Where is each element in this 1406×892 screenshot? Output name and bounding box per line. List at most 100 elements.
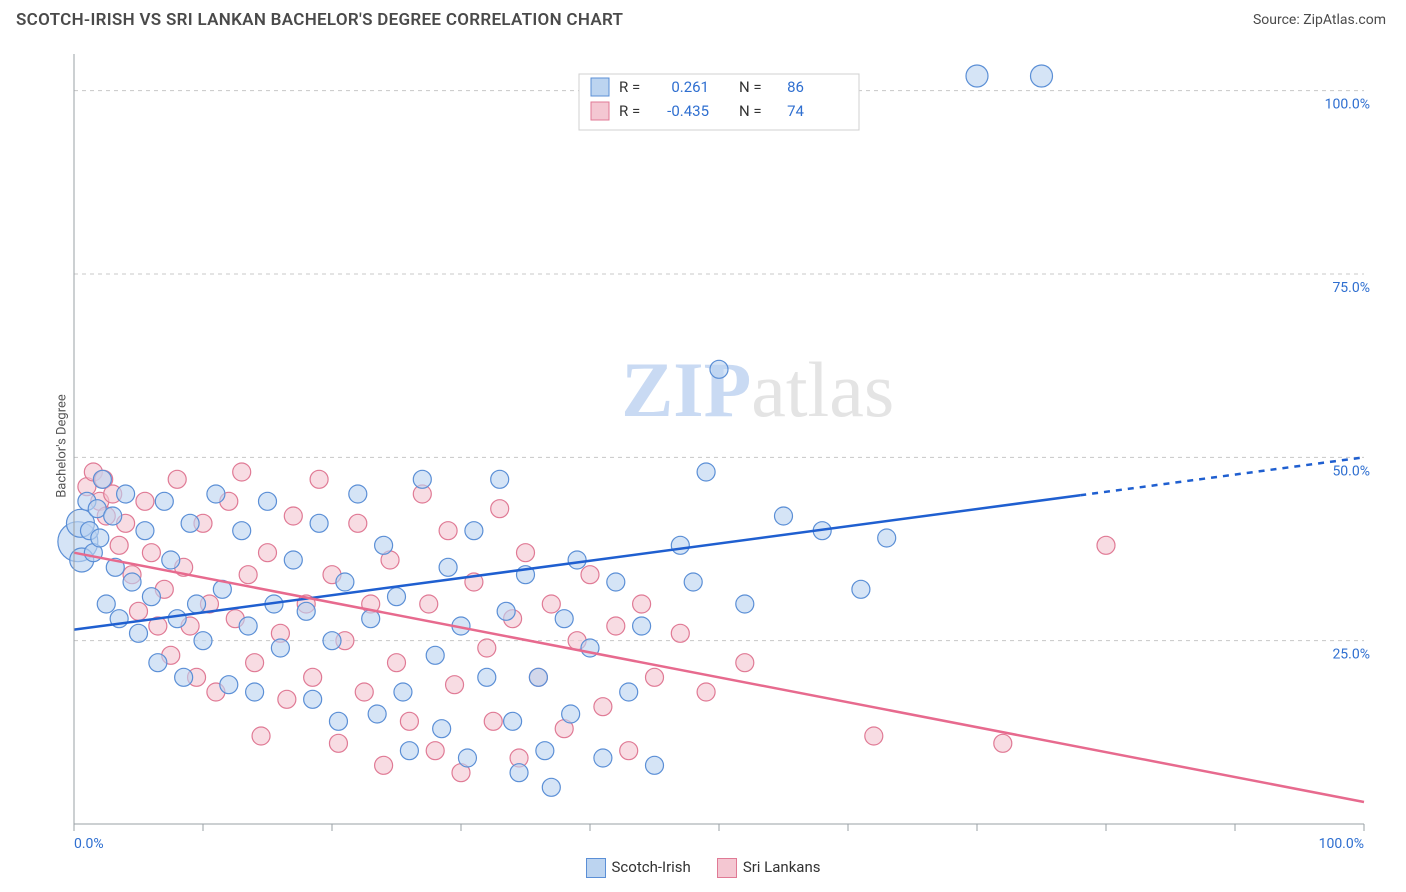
legend-swatch xyxy=(586,858,606,878)
data-point xyxy=(104,507,122,525)
data-point xyxy=(259,544,277,562)
data-point xyxy=(304,668,322,686)
data-point xyxy=(433,720,451,738)
data-point xyxy=(420,595,438,613)
data-point xyxy=(175,668,193,686)
data-point xyxy=(1097,536,1115,554)
data-point xyxy=(284,507,302,525)
legend-item: Scotch-Irish xyxy=(586,858,691,878)
data-point xyxy=(710,360,728,378)
data-point xyxy=(517,544,535,562)
data-point xyxy=(168,470,186,488)
data-point xyxy=(529,668,547,686)
data-point xyxy=(646,756,664,774)
data-point xyxy=(426,646,444,664)
legend-label: Scotch-Irish xyxy=(612,858,691,876)
data-point xyxy=(181,514,199,532)
stats-r-label: R = xyxy=(619,78,640,96)
legend-swatch xyxy=(591,78,609,96)
chart-area: Bachelor's Degree ZIPatlas0.0%100.0%25.0… xyxy=(16,36,1390,856)
data-point xyxy=(375,536,393,554)
data-point xyxy=(349,485,367,503)
data-point xyxy=(633,595,651,613)
data-point xyxy=(504,712,522,730)
data-point xyxy=(336,573,354,591)
data-point xyxy=(568,551,586,569)
data-point xyxy=(413,470,431,488)
data-point xyxy=(607,617,625,635)
stats-r-label: R = xyxy=(619,102,640,120)
data-point xyxy=(865,727,883,745)
stats-n-label: N = xyxy=(739,78,762,96)
data-point xyxy=(671,624,689,642)
data-point xyxy=(555,610,573,628)
data-point xyxy=(239,566,257,584)
data-point xyxy=(142,588,160,606)
stats-n-label: N = xyxy=(739,102,762,120)
watermark: ZIPatlas xyxy=(621,346,894,433)
data-point xyxy=(491,500,509,518)
data-point xyxy=(852,580,870,598)
data-point xyxy=(465,522,483,540)
legend-swatch xyxy=(717,858,737,878)
y-tick-label: 50.0% xyxy=(1332,463,1370,479)
data-point xyxy=(633,617,651,635)
source-label: Source: ZipAtlas.com xyxy=(1253,12,1386,28)
data-point xyxy=(123,573,141,591)
data-point xyxy=(484,712,502,730)
data-point xyxy=(233,463,251,481)
data-point xyxy=(149,654,167,672)
data-point xyxy=(581,566,599,584)
data-point xyxy=(400,712,418,730)
data-point xyxy=(994,734,1012,752)
source-link[interactable]: ZipAtlas.com xyxy=(1303,12,1386,28)
data-point xyxy=(142,544,160,562)
data-point xyxy=(1031,65,1053,87)
y-axis-label: Bachelor's Degree xyxy=(54,394,69,498)
data-point xyxy=(329,734,347,752)
data-point xyxy=(233,522,251,540)
data-point xyxy=(607,573,625,591)
data-point xyxy=(310,470,328,488)
data-point xyxy=(878,529,896,547)
legend-swatch xyxy=(591,102,609,120)
data-point xyxy=(388,588,406,606)
data-point xyxy=(246,654,264,672)
data-point xyxy=(775,507,793,525)
data-point xyxy=(97,595,115,613)
data-point xyxy=(368,705,386,723)
data-point xyxy=(304,690,322,708)
data-point xyxy=(594,698,612,716)
source-prefix: Source: xyxy=(1253,12,1303,28)
data-point xyxy=(446,676,464,694)
data-point xyxy=(194,632,212,650)
data-point xyxy=(594,749,612,767)
data-point xyxy=(458,749,476,767)
trend-line xyxy=(74,495,1080,629)
data-point xyxy=(426,742,444,760)
data-point xyxy=(252,727,270,745)
x-tick-label: 100.0% xyxy=(1319,836,1364,852)
data-point xyxy=(188,595,206,613)
data-point xyxy=(478,639,496,657)
data-point xyxy=(646,668,664,686)
data-point xyxy=(620,742,638,760)
stats-r-value: -0.435 xyxy=(667,102,709,120)
data-point xyxy=(671,536,689,554)
data-point xyxy=(966,65,988,87)
data-point xyxy=(736,654,754,672)
stats-n-value: 86 xyxy=(787,78,804,96)
trend-line-dashed xyxy=(1080,457,1364,495)
data-point xyxy=(297,602,315,620)
data-point xyxy=(110,536,128,554)
data-point xyxy=(239,617,257,635)
data-point xyxy=(220,676,238,694)
data-point xyxy=(510,764,528,782)
trend-line xyxy=(74,553,1364,802)
data-point xyxy=(130,602,148,620)
y-tick-label: 25.0% xyxy=(1332,647,1370,663)
data-point xyxy=(155,492,173,510)
data-point xyxy=(207,485,225,503)
data-point xyxy=(259,492,277,510)
stats-n-value: 74 xyxy=(787,102,804,120)
